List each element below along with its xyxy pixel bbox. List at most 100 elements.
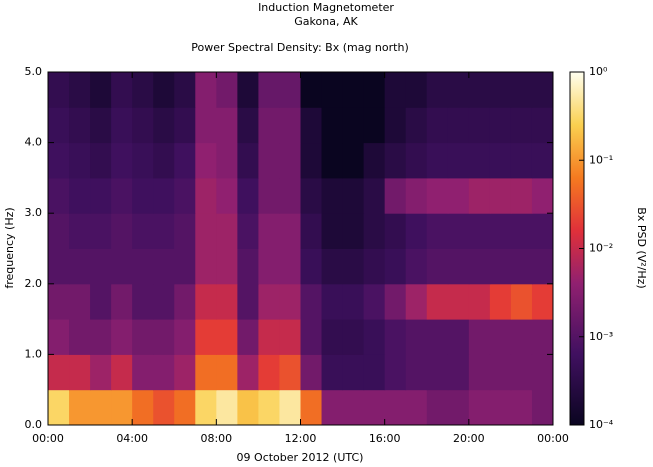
psd-cell bbox=[489, 107, 512, 144]
psd-cell bbox=[258, 283, 280, 320]
psd-cell bbox=[342, 72, 365, 108]
psd-cell bbox=[489, 389, 512, 426]
psd-cell bbox=[132, 354, 154, 391]
psd-cell bbox=[279, 177, 301, 214]
psd-cell bbox=[153, 319, 175, 355]
colorbar-tick-label: 10⁻⁴ bbox=[589, 418, 614, 431]
psd-cell bbox=[384, 213, 407, 249]
psd-cell bbox=[132, 177, 154, 214]
psd-cell bbox=[216, 354, 238, 391]
psd-cell bbox=[300, 389, 323, 426]
psd-cell bbox=[69, 248, 91, 285]
psd-cell bbox=[300, 177, 323, 214]
psd-cell bbox=[216, 248, 238, 285]
psd-cell bbox=[153, 177, 175, 214]
psd-cell bbox=[531, 248, 554, 285]
psd-cell bbox=[531, 177, 554, 214]
psd-cell bbox=[174, 213, 196, 249]
psd-cell bbox=[384, 72, 407, 108]
x-tick-label: 16:00 bbox=[369, 432, 401, 445]
psd-cell bbox=[237, 319, 259, 355]
psd-cell bbox=[321, 389, 344, 426]
psd-cell bbox=[447, 319, 470, 355]
psd-cell bbox=[342, 142, 365, 179]
psd-cell bbox=[510, 283, 533, 320]
psd-cell bbox=[510, 142, 533, 179]
psd-cell bbox=[342, 213, 365, 249]
psd-cell bbox=[90, 283, 112, 320]
psd-cell bbox=[111, 177, 133, 214]
psd-cell bbox=[48, 389, 70, 426]
psd-cell bbox=[300, 248, 323, 285]
psd-cell bbox=[468, 72, 491, 108]
psd-cell bbox=[279, 72, 301, 108]
psd-cell bbox=[258, 248, 280, 285]
psd-cell bbox=[510, 72, 533, 108]
psd-cell bbox=[426, 283, 449, 320]
x-tick-label: 04:00 bbox=[116, 432, 148, 445]
psd-cell bbox=[489, 213, 512, 249]
psd-cell bbox=[111, 213, 133, 249]
psd-cell bbox=[174, 72, 196, 108]
psd-cell bbox=[48, 248, 70, 285]
psd-cell bbox=[174, 283, 196, 320]
psd-cell bbox=[531, 354, 554, 391]
colorbar-tick-label: 10⁻³ bbox=[589, 330, 613, 343]
psd-cell bbox=[321, 354, 344, 391]
psd-cell bbox=[489, 319, 512, 355]
psd-cell bbox=[426, 248, 449, 285]
psd-cell bbox=[237, 213, 259, 249]
psd-cell bbox=[363, 354, 386, 391]
psd-cell bbox=[447, 142, 470, 179]
psd-cell bbox=[300, 72, 323, 108]
psd-cell bbox=[132, 72, 154, 108]
psd-cell bbox=[258, 389, 280, 426]
psd-cell bbox=[90, 72, 112, 108]
psd-cell bbox=[90, 142, 112, 179]
x-axis-label: 09 October 2012 (UTC) bbox=[237, 451, 364, 464]
psd-cell bbox=[447, 248, 470, 285]
psd-cell bbox=[153, 248, 175, 285]
psd-cell bbox=[69, 72, 91, 108]
psd-cell bbox=[405, 319, 428, 355]
psd-cell bbox=[195, 177, 217, 214]
psd-cell bbox=[468, 354, 491, 391]
psd-cell bbox=[468, 213, 491, 249]
psd-cell bbox=[468, 248, 491, 285]
psd-cell bbox=[90, 389, 112, 426]
psd-cell bbox=[174, 354, 196, 391]
psd-cell bbox=[426, 389, 449, 426]
psd-cell bbox=[69, 142, 91, 179]
psd-cell bbox=[132, 319, 154, 355]
psd-cell bbox=[384, 142, 407, 179]
psd-cell bbox=[237, 354, 259, 391]
psd-cell bbox=[216, 72, 238, 108]
colorbar-tick-label: 10⁻² bbox=[589, 242, 613, 255]
psd-cell bbox=[69, 177, 91, 214]
psd-cell bbox=[342, 319, 365, 355]
psd-cell bbox=[69, 213, 91, 249]
psd-cell bbox=[195, 319, 217, 355]
psd-cell bbox=[216, 177, 238, 214]
psd-cell bbox=[111, 283, 133, 320]
psd-cell bbox=[342, 177, 365, 214]
psd-cell bbox=[258, 107, 280, 144]
psd-cell bbox=[300, 107, 323, 144]
psd-cell bbox=[447, 389, 470, 426]
psd-cell bbox=[384, 389, 407, 426]
psd-cell bbox=[258, 177, 280, 214]
psd-cell bbox=[174, 107, 196, 144]
psd-cell bbox=[216, 142, 238, 179]
psd-cell bbox=[132, 107, 154, 144]
psd-cell bbox=[384, 177, 407, 214]
psd-cell bbox=[489, 354, 512, 391]
psd-cell bbox=[510, 389, 533, 426]
y-axis-label: frequency (Hz) bbox=[3, 207, 16, 288]
psd-cell bbox=[237, 283, 259, 320]
psd-cell bbox=[384, 354, 407, 391]
y-tick-label: 1.0 bbox=[25, 347, 43, 360]
colorbar-label: Bx PSD (V²/Hz) bbox=[635, 207, 648, 288]
psd-cell bbox=[216, 319, 238, 355]
psd-cell bbox=[321, 319, 344, 355]
